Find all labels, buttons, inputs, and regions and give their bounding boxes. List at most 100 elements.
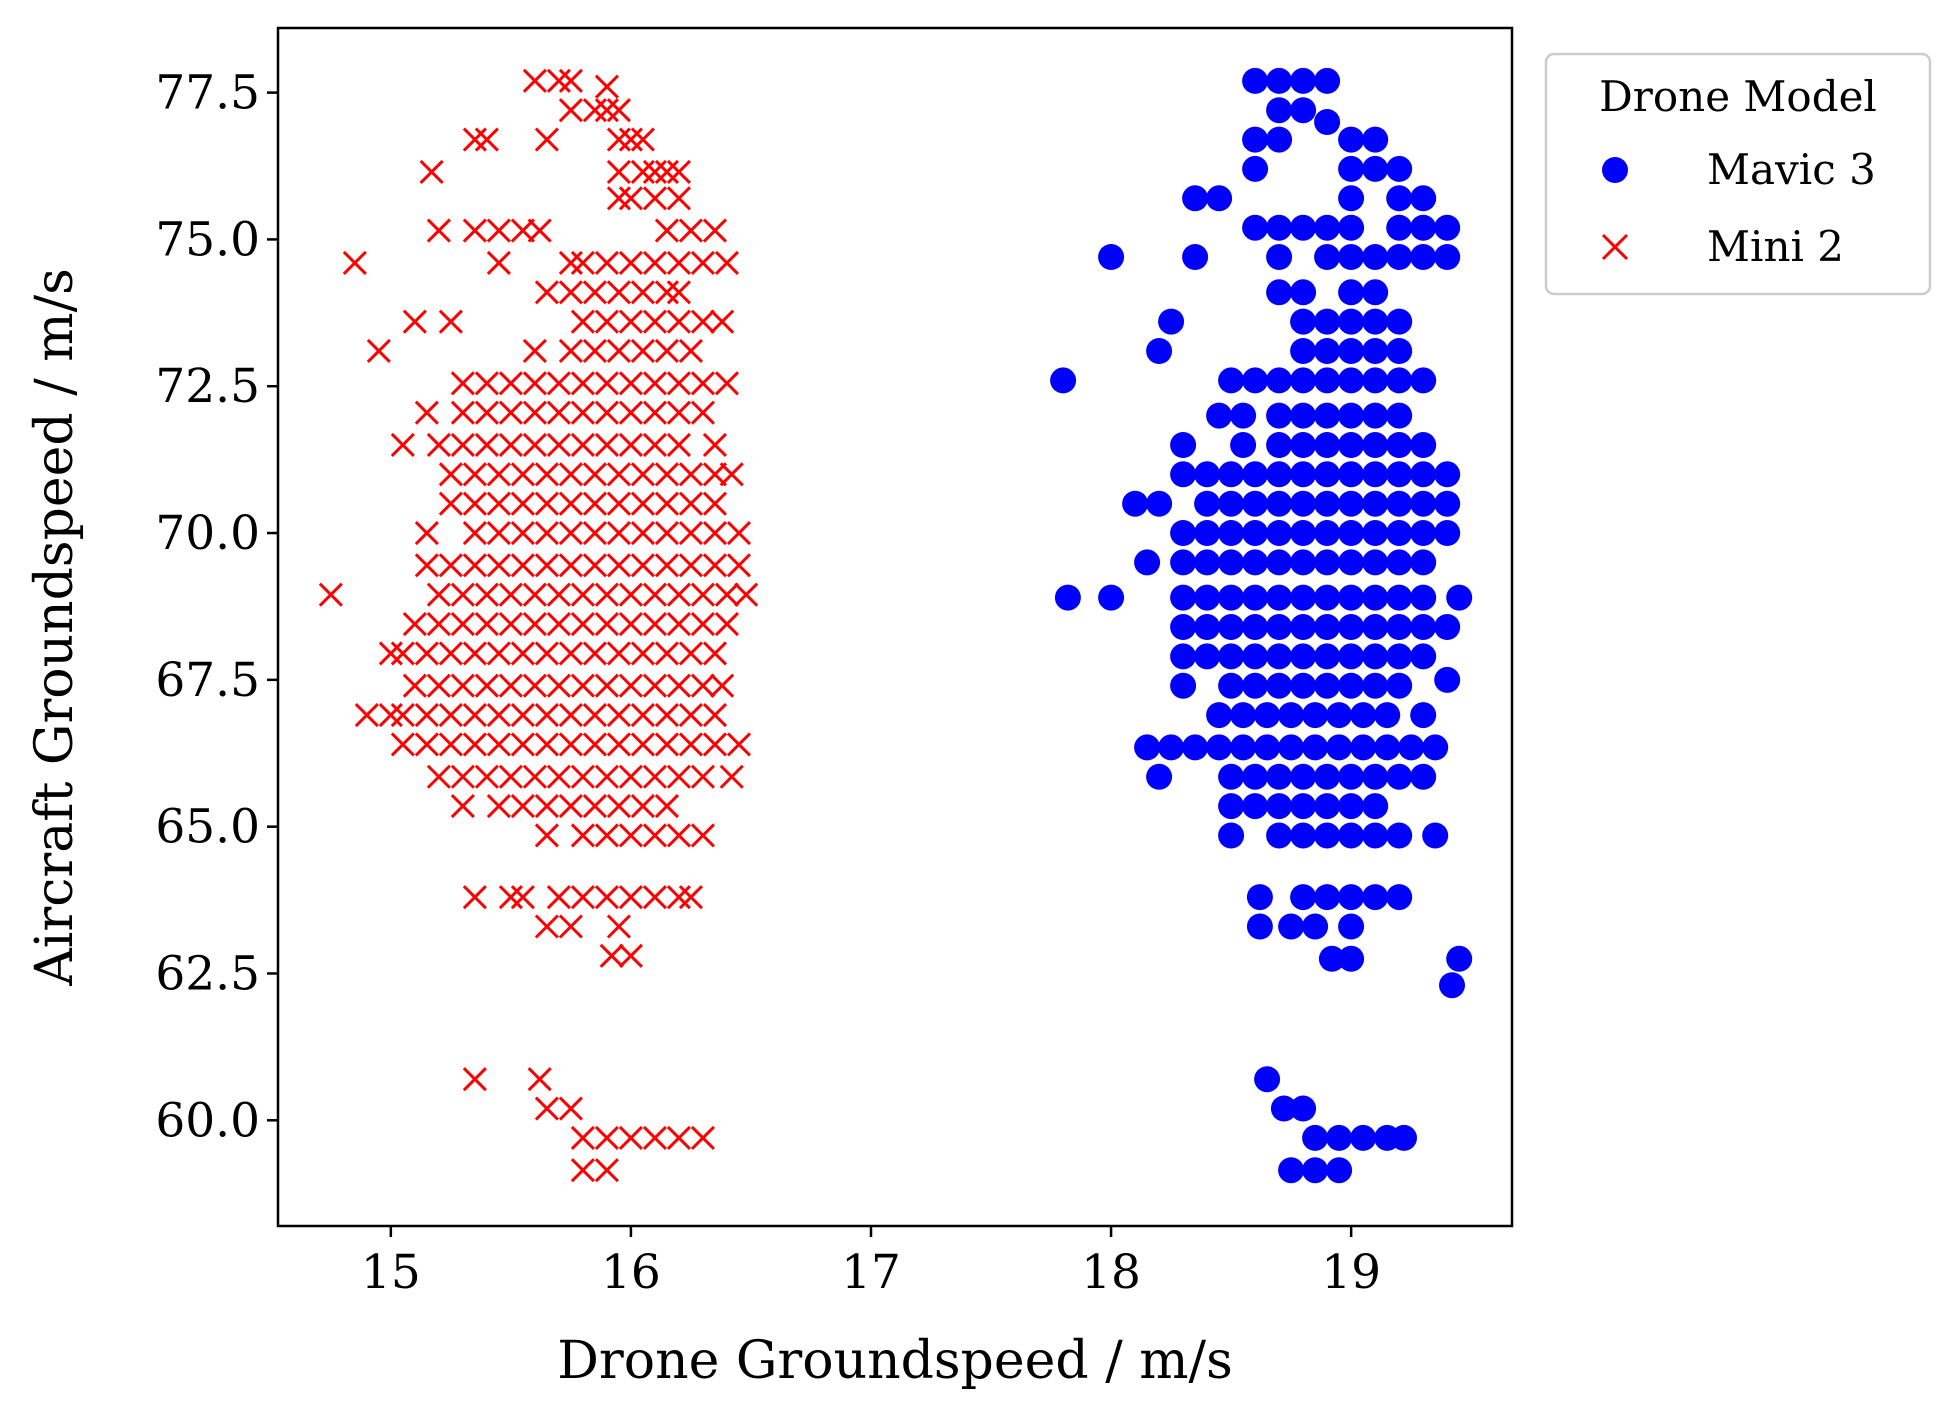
point-mavic-3 — [1386, 432, 1413, 458]
point-mavic-3 — [1278, 913, 1305, 940]
point-mini-2 — [606, 338, 631, 364]
point-mavic-3 — [1206, 185, 1233, 212]
point-mavic-3 — [1182, 185, 1209, 212]
point-mavic-3 — [1218, 614, 1245, 640]
point-mini-2 — [666, 159, 691, 184]
point-mini-2 — [438, 491, 463, 516]
point-mavic-3 — [1362, 402, 1389, 429]
point-mini-2 — [426, 432, 451, 458]
point-mavic-3 — [1266, 763, 1293, 790]
point-mavic-3 — [1246, 913, 1273, 940]
point-mavic-3 — [1338, 432, 1365, 458]
point-mavic-3 — [1386, 308, 1413, 335]
point-mini-2 — [558, 794, 583, 819]
point-mavic-3 — [1182, 244, 1209, 270]
point-mavic-3 — [1242, 672, 1269, 699]
point-mavic-3 — [1290, 461, 1317, 488]
point-mini-2 — [690, 612, 715, 637]
legend-title: Drone Model — [1599, 72, 1877, 121]
point-mini-2 — [522, 371, 547, 396]
point-mini-2 — [726, 553, 752, 578]
point-mini-2 — [534, 794, 559, 819]
x-tick-label: 16 — [601, 1245, 661, 1300]
point-mini-2 — [546, 68, 571, 93]
point-mavic-3 — [1386, 402, 1413, 429]
point-mini-2 — [666, 309, 691, 334]
point-mini-2 — [582, 462, 607, 487]
point-mini-2 — [726, 732, 752, 757]
point-mini-2 — [678, 732, 703, 757]
point-mini-2 — [606, 186, 631, 211]
point-mini-2 — [666, 764, 691, 789]
x-axis: 15 16 17 18 19 — [361, 1226, 1381, 1300]
point-mini-2 — [546, 885, 571, 910]
x-tick-label: 17 — [841, 1245, 901, 1300]
point-mavic-3 — [1350, 734, 1377, 761]
point-mini-2 — [570, 1125, 595, 1150]
point-mini-2 — [522, 68, 547, 93]
point-mavic-3 — [1314, 214, 1341, 241]
point-mavic-3 — [1314, 338, 1341, 364]
point-mavic-3 — [1410, 185, 1437, 212]
point-mini-2 — [654, 280, 679, 305]
point-mavic-3 — [1326, 1124, 1353, 1151]
point-mavic-3 — [1158, 734, 1185, 761]
point-mini-2 — [570, 250, 595, 275]
point-mini-2 — [414, 520, 439, 546]
point-mini-2 — [618, 582, 643, 607]
point-mini-2 — [582, 794, 607, 819]
point-mavic-3 — [1338, 244, 1365, 270]
point-mini-2 — [426, 764, 451, 789]
point-mavic-3 — [1338, 793, 1365, 820]
point-mavic-3 — [1446, 584, 1473, 611]
point-mavic-3 — [1410, 763, 1437, 790]
point-mini-2 — [642, 432, 667, 458]
point-mini-2 — [522, 764, 547, 789]
point-mini-2 — [582, 732, 607, 757]
point-mavic-3 — [1434, 214, 1461, 241]
point-mini-2 — [719, 764, 744, 789]
point-mavic-3 — [1170, 643, 1197, 670]
point-mavic-3 — [1218, 490, 1245, 517]
point-mini-2 — [462, 553, 487, 578]
point-mavic-3 — [1314, 244, 1341, 270]
point-mini-2 — [474, 432, 499, 458]
point-mavic-3 — [1338, 614, 1365, 640]
point-mavic-3 — [1230, 734, 1257, 761]
point-mini-2 — [318, 582, 343, 607]
point-mavic-3 — [1146, 338, 1173, 364]
point-mavic-3 — [1254, 702, 1281, 729]
point-mini-2 — [710, 309, 735, 334]
point-mavic-3 — [1338, 520, 1365, 546]
point-mini-2 — [690, 1125, 715, 1150]
point-mini-2 — [642, 1125, 667, 1150]
point-mini-2 — [527, 218, 552, 243]
point-mavic-3 — [1170, 584, 1197, 611]
point-mavic-3 — [1290, 614, 1317, 640]
plot-frame — [276, 26, 1514, 1228]
point-mini-2 — [534, 553, 559, 578]
point-mini-2 — [642, 186, 667, 211]
point-mini-2 — [474, 764, 499, 789]
point-mini-2 — [570, 764, 595, 789]
point-mavic-3 — [1290, 367, 1317, 394]
point-mini-2 — [522, 673, 547, 698]
point-mavic-3 — [1290, 490, 1317, 517]
point-mini-2 — [630, 280, 655, 305]
point-mini-2 — [558, 280, 583, 305]
point-mavic-3 — [1290, 584, 1317, 611]
point-mavic-3 — [1230, 402, 1257, 429]
point-mini-2 — [414, 732, 439, 757]
point-mini-2 — [630, 127, 655, 152]
legend-label-mavic-3: Mavic 3 — [1707, 145, 1876, 194]
x-tick-label: 19 — [1321, 1245, 1381, 1300]
point-mini-2 — [486, 732, 511, 757]
point-mini-2 — [678, 218, 703, 243]
point-mini-2 — [426, 582, 451, 607]
point-mavic-3 — [1314, 763, 1341, 790]
point-mavic-3 — [1266, 793, 1293, 820]
point-mavic-3 — [1362, 584, 1389, 611]
point-mini-2 — [486, 794, 511, 819]
point-mavic-3 — [1170, 672, 1197, 699]
point-mini-2 — [678, 520, 703, 546]
